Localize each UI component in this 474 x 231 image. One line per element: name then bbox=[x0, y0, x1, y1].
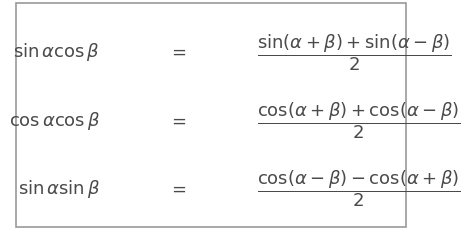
Text: $=$: $=$ bbox=[168, 179, 187, 197]
Text: $\dfrac{\sin(\alpha + \beta) + \sin(\alpha - \beta)}{2}$: $\dfrac{\sin(\alpha + \beta) + \sin(\alp… bbox=[257, 32, 451, 72]
FancyBboxPatch shape bbox=[17, 4, 406, 227]
Text: $\sin \alpha \sin \beta$: $\sin \alpha \sin \beta$ bbox=[18, 177, 100, 199]
Text: $=$: $=$ bbox=[168, 111, 187, 129]
Text: $\dfrac{\cos(\alpha - \beta) - \cos(\alpha + \beta)}{2}$: $\dfrac{\cos(\alpha - \beta) - \cos(\alp… bbox=[257, 168, 460, 208]
Text: $\dfrac{\cos(\alpha + \beta) + \cos(\alpha - \beta)}{2}$: $\dfrac{\cos(\alpha + \beta) + \cos(\alp… bbox=[257, 100, 460, 140]
Text: $=$: $=$ bbox=[168, 43, 187, 61]
Text: $\sin \alpha \cos \beta$: $\sin \alpha \cos \beta$ bbox=[13, 41, 100, 63]
Text: $\cos \alpha \cos \beta$: $\cos \alpha \cos \beta$ bbox=[9, 109, 100, 131]
